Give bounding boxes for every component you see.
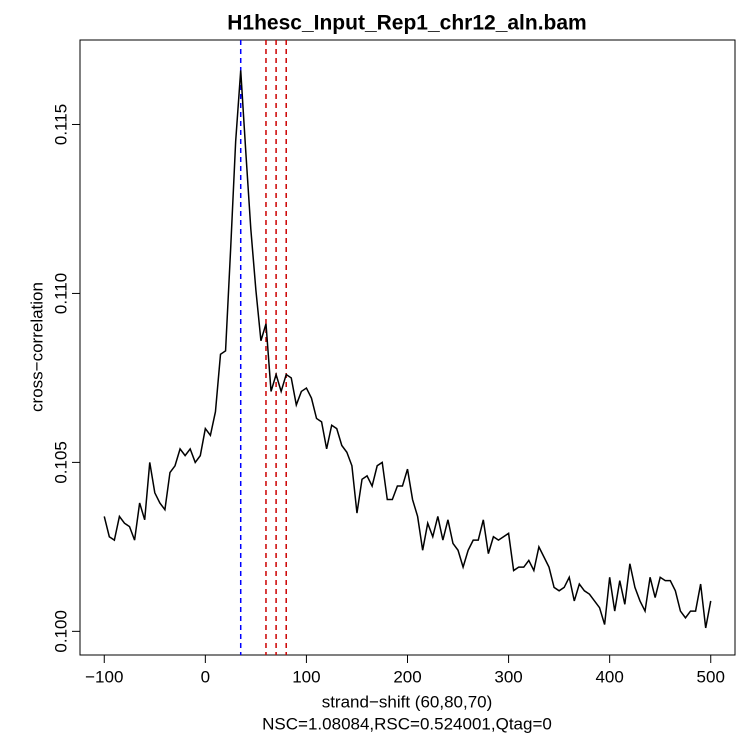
x-tick-label: 200	[393, 667, 421, 686]
x-tick-label: −100	[85, 667, 123, 686]
chart-title: H1hesc_Input_Rep1_chr12_aln.bam	[227, 12, 586, 35]
x-tick-label: 0	[201, 667, 210, 686]
y-tick-label: 0.110	[51, 273, 70, 314]
y-axis-label: cross−correlation	[27, 282, 46, 412]
x-tick-label: 400	[595, 667, 623, 686]
plot-frame	[79, 39, 736, 656]
y-tick-label: 0.105	[51, 441, 70, 484]
x-tick-label: 100	[292, 667, 320, 686]
x-axis-label: strand−shift (60,80,70)	[322, 692, 493, 711]
x-tick-label: 300	[494, 667, 522, 686]
y-tick-label: 0.115	[51, 104, 70, 145]
x-tick-label: 500	[697, 667, 725, 686]
y-tick-label: 0.100	[51, 610, 70, 653]
x-axis-sublabel: NSC=1.08084,RSC=0.524001,Qtag=0	[262, 714, 552, 733]
line-series	[103, 70, 712, 629]
